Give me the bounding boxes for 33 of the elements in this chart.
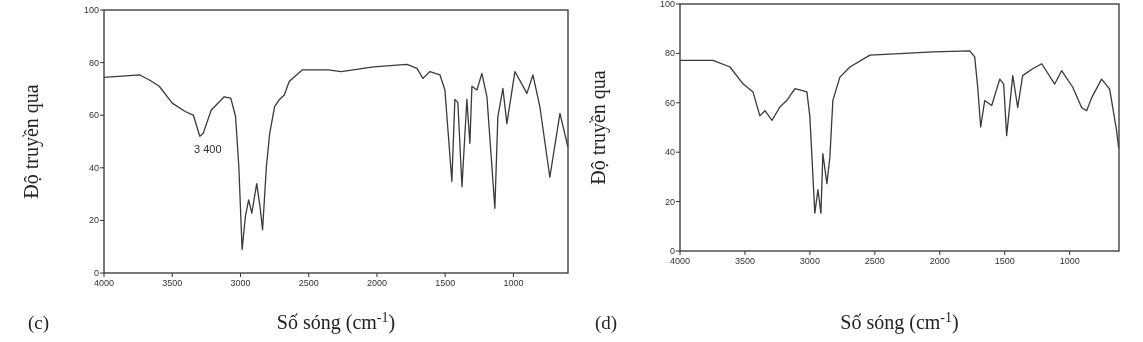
x-tick-label: 3500: [162, 278, 183, 288]
x-tick-label: 1000: [1059, 256, 1080, 266]
x-tick-label: 1500: [994, 256, 1015, 266]
x-tick-label: 4000: [93, 278, 115, 288]
y-tick-label: 100: [659, 0, 675, 9]
x-tick-label: 3000: [230, 278, 251, 288]
y-tick-label: 40: [88, 162, 99, 173]
annotation: 3 400: [194, 143, 222, 156]
text: (c): [28, 312, 50, 334]
x-tick-label: 3000: [799, 256, 820, 266]
y-axis-title: Độ truyền qua: [587, 70, 610, 185]
y-tick-label: 100: [83, 5, 99, 15]
x-tick-label: 4000: [669, 256, 691, 266]
y-tick-label: 0: [669, 246, 675, 256]
x-tick-label: 2000: [366, 278, 387, 288]
x-tick-label: 2500: [298, 278, 319, 288]
y-tick-label: 20: [664, 196, 675, 207]
y-tick-label: 60: [88, 110, 99, 121]
text: (d): [595, 312, 618, 334]
x-tick-label: 2000: [929, 256, 950, 266]
y-tick-label: 20: [88, 215, 99, 226]
x-tick-label: 1000: [503, 278, 524, 288]
x-axis-title: Số sóng (cm$^{-1}$): [840, 309, 959, 334]
x-axis-title: Số sóng (cm$^{-1}$): [276, 309, 396, 334]
y-tick-label: 40: [664, 147, 675, 158]
y-tick-label: 80: [664, 48, 675, 59]
x-tick-label: 3500: [734, 256, 755, 266]
y-tick-label: 60: [664, 97, 675, 108]
y-tick-label: 80: [88, 57, 99, 68]
y-axis-title: Độ truyền qua: [20, 84, 43, 199]
x-tick-label: 2500: [864, 256, 885, 266]
y-tick-label: 0: [93, 268, 99, 278]
x-tick-label: 1500: [435, 278, 456, 288]
